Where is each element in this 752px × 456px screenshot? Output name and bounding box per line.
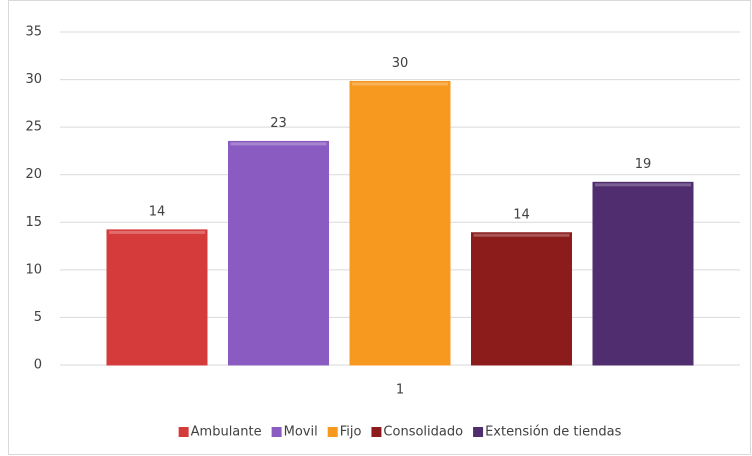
y-tick-label: 35 <box>25 25 42 40</box>
legend-swatch <box>473 427 484 437</box>
x-tick-label: 1 <box>396 383 404 398</box>
bar-shine <box>230 142 327 146</box>
legend-label: Fijo <box>340 425 362 440</box>
data-label: 23 <box>270 116 287 131</box>
data-label: 14 <box>149 204 166 219</box>
bar <box>228 140 329 366</box>
y-tick-label: 5 <box>34 310 42 325</box>
y-tick-label: 10 <box>25 262 42 277</box>
y-tick-label: 25 <box>25 120 42 135</box>
data-label: 14 <box>513 207 530 222</box>
legend-swatch <box>327 427 338 437</box>
legend-label: Extensión de tiendas <box>485 425 621 440</box>
legend-label: Movil <box>284 425 318 440</box>
bar-shine <box>352 82 448 86</box>
data-label: 19 <box>635 157 652 172</box>
bar <box>349 80 451 366</box>
data-label: 30 <box>392 56 409 71</box>
bar-shine <box>595 183 691 187</box>
bar-shine <box>109 230 205 234</box>
y-tick-label: 0 <box>34 358 42 373</box>
bar <box>471 232 572 366</box>
legend-swatch <box>271 427 282 437</box>
bar-shine <box>473 233 570 237</box>
bar <box>106 229 208 366</box>
y-tick-label: 20 <box>25 167 42 182</box>
bar <box>592 181 694 366</box>
legend-label: Consolidado <box>383 425 463 440</box>
legend-swatch <box>178 427 189 437</box>
legend-swatch <box>371 427 382 437</box>
y-tick-label: 30 <box>25 72 42 87</box>
y-tick-label: 15 <box>25 215 42 230</box>
legend-label: Ambulante <box>191 425 262 440</box>
